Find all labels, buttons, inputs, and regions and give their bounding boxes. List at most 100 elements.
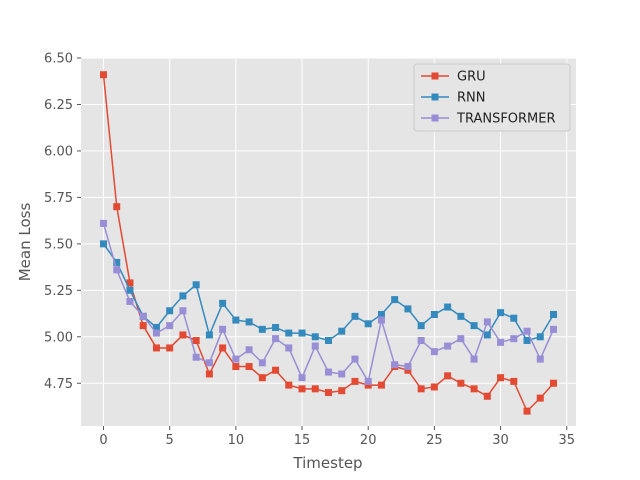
- data-point-transformer: [364, 377, 372, 385]
- x-axis-label: Timestep: [292, 454, 362, 472]
- data-point-rnn: [245, 318, 253, 326]
- data-point-gru: [232, 363, 240, 371]
- data-point-rnn: [152, 323, 160, 331]
- data-point-transformer: [126, 297, 134, 305]
- data-point-rnn: [258, 325, 266, 333]
- data-point-rnn: [377, 310, 385, 318]
- data-point-transformer: [483, 318, 491, 326]
- data-point-rnn: [523, 337, 531, 345]
- data-point-transformer: [205, 359, 213, 367]
- x-tick-label: 20: [360, 433, 377, 448]
- data-point-rnn: [364, 320, 372, 328]
- y-axis-label: Mean Loss: [16, 203, 34, 282]
- data-point-transformer: [430, 348, 438, 356]
- legend-label-gru: GRU: [457, 70, 486, 85]
- x-axis-ticks: 0 5 10 15 20 25 30 35: [99, 426, 575, 448]
- legend-marker-rnn: [431, 93, 439, 101]
- data-point-rnn: [113, 258, 121, 266]
- x-tick-label: 0: [99, 433, 107, 448]
- data-point-gru: [139, 322, 147, 330]
- data-point-transformer: [192, 353, 200, 361]
- data-point-gru: [179, 331, 187, 339]
- data-point-transformer: [457, 335, 465, 343]
- data-point-transformer: [404, 363, 412, 371]
- data-point-rnn: [100, 240, 107, 248]
- data-point-rnn: [311, 333, 319, 341]
- data-point-transformer: [510, 335, 518, 343]
- legend-box: [413, 63, 571, 132]
- data-point-rnn: [179, 292, 187, 300]
- data-point-gru: [523, 407, 531, 415]
- data-point-transformer: [219, 325, 227, 333]
- data-point-gru: [377, 381, 385, 389]
- data-point-rnn: [430, 310, 438, 318]
- data-point-gru: [338, 387, 346, 395]
- data-point-rnn: [497, 309, 505, 317]
- data-point-gru: [245, 363, 253, 371]
- data-point-transformer: [391, 361, 399, 369]
- y-tick-label: 6.50: [44, 52, 73, 67]
- data-point-gru: [192, 337, 200, 345]
- data-point-rnn: [272, 323, 280, 331]
- data-point-transformer: [536, 355, 544, 363]
- data-point-gru: [404, 366, 412, 374]
- data-point-rnn: [510, 314, 518, 322]
- legend: GRU RNN TRANSFORMER: [413, 63, 571, 132]
- data-point-rnn: [457, 312, 465, 320]
- data-point-gru: [100, 71, 107, 79]
- data-point-gru: [126, 279, 134, 287]
- data-point-gru: [444, 372, 452, 380]
- data-point-gru: [483, 392, 491, 400]
- legend-marker-gru: [431, 72, 439, 80]
- data-point-transformer: [298, 374, 306, 382]
- y-tick-label: 5.25: [44, 284, 73, 299]
- data-point-transformer: [325, 368, 332, 376]
- y-tick-label: 5.50: [44, 237, 73, 252]
- data-point-transformer: [179, 307, 187, 315]
- data-point-transformer: [232, 355, 240, 363]
- data-point-gru: [325, 389, 332, 397]
- data-point-rnn: [338, 327, 346, 335]
- data-point-rnn: [192, 281, 200, 289]
- data-point-rnn: [417, 322, 425, 330]
- data-point-rnn: [351, 312, 359, 320]
- data-point-transformer: [351, 355, 359, 363]
- data-point-gru: [510, 377, 518, 385]
- data-point-gru: [430, 383, 438, 391]
- data-point-gru: [364, 381, 372, 389]
- data-point-transformer: [152, 329, 160, 337]
- y-tick-label: 5.75: [44, 191, 73, 206]
- data-point-gru: [152, 344, 160, 352]
- x-tick-label: 35: [558, 433, 575, 448]
- data-point-rnn: [166, 307, 174, 315]
- data-point-gru: [457, 379, 465, 387]
- y-axis-ticks: 4.75 5.00 5.25 5.50 5.75 6.00 6.25 6.50: [44, 52, 81, 392]
- data-point-rnn: [219, 299, 227, 307]
- data-point-gru: [113, 203, 121, 211]
- data-point-rnn: [404, 305, 412, 313]
- data-point-rnn: [325, 337, 332, 345]
- data-point-rnn: [298, 329, 306, 337]
- data-point-rnn: [550, 310, 557, 318]
- data-point-transformer: [311, 342, 319, 350]
- data-point-gru: [219, 344, 227, 352]
- data-point-transformer: [377, 316, 385, 324]
- data-point-rnn: [536, 333, 544, 341]
- data-point-gru: [298, 385, 306, 393]
- data-point-transformer: [444, 342, 452, 350]
- y-tick-label: 6.25: [44, 98, 73, 113]
- y-tick-label: 6.00: [44, 144, 73, 159]
- data-point-transformer: [100, 219, 107, 227]
- data-point-rnn: [391, 296, 399, 304]
- data-point-transformer: [113, 266, 121, 274]
- data-point-rnn: [285, 329, 293, 337]
- y-tick-label: 4.75: [44, 377, 73, 392]
- x-tick-label: 5: [166, 433, 174, 448]
- series-layer: [100, 71, 557, 415]
- data-point-gru: [285, 381, 293, 389]
- x-tick-label: 30: [492, 433, 509, 448]
- y-tick-label: 5.00: [44, 330, 73, 345]
- data-point-rnn: [232, 316, 240, 324]
- series-rnn: [100, 240, 557, 345]
- legend-label-rnn: RNN: [457, 91, 485, 106]
